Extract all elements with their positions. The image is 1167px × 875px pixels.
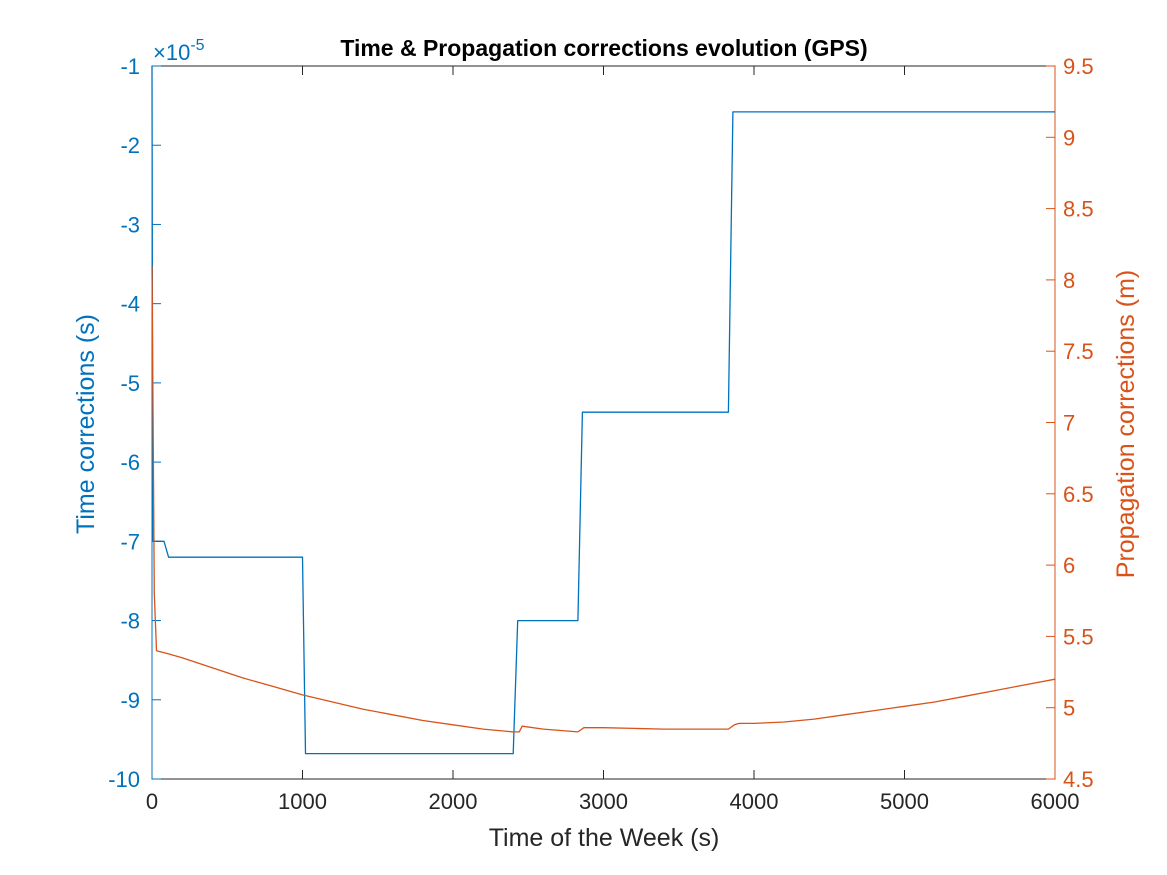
- x-tick-label: 6000: [1031, 789, 1080, 814]
- chart-title: Time & Propagation corrections evolution…: [340, 35, 867, 61]
- y-right-tick-label: 6.5: [1063, 482, 1094, 507]
- y-axis-right: 4.5 5 5.5 6 6.5 7 7.5 8 8.5 9 9.5: [1046, 54, 1094, 792]
- y-right-tick-label: 5.5: [1063, 624, 1094, 649]
- y-right-tick-label: 4.5: [1063, 767, 1094, 792]
- y-right-tick-label: 9: [1063, 125, 1075, 150]
- y-right-tick-label: 7: [1063, 411, 1075, 436]
- series-line-time-corrections: [151, 65, 1055, 755]
- x-axis: 0 1000 2000 3000 4000 5000 6000: [146, 66, 1080, 814]
- y-right-tick-label: 8: [1063, 268, 1075, 293]
- x-tick-label: 2000: [429, 789, 478, 814]
- y-axis-left-exponent: ×10-5: [153, 37, 205, 65]
- y-right-tick-label: 5: [1063, 696, 1075, 721]
- series-layer: [151, 65, 1056, 755]
- x-tick-label: 3000: [579, 789, 628, 814]
- y-axis-left-label: Time corrections (s): [72, 314, 100, 534]
- x-axis-label: Time of the Week (s): [489, 824, 720, 852]
- x-tick-label: 5000: [880, 789, 929, 814]
- y-right-tick-label: 8.5: [1063, 197, 1094, 222]
- y-left-tick-label: -6: [120, 450, 140, 475]
- y-right-tick-label: 6: [1063, 553, 1075, 578]
- y-axis-right-label: Propagation corrections (m): [1112, 270, 1140, 578]
- x-tick-label: 4000: [730, 789, 779, 814]
- x-tick-label: 0: [146, 789, 158, 814]
- y-left-tick-label: -3: [120, 212, 140, 237]
- y-left-tick-label: -2: [120, 133, 140, 158]
- y-left-tick-label: -8: [120, 609, 140, 634]
- x-tick-label: 1000: [278, 789, 327, 814]
- y-left-tick-label: -4: [120, 292, 140, 317]
- y-left-tick-label: -7: [120, 529, 140, 554]
- y-right-tick-label: 7.5: [1063, 339, 1094, 364]
- series-line-propagation-corrections: [151, 265, 1056, 733]
- y-left-tick-label: -9: [120, 688, 140, 713]
- y-left-tick-label: -1: [120, 54, 140, 79]
- y-left-tick-label: -10: [108, 767, 140, 792]
- y-right-tick-label: 9.5: [1063, 54, 1094, 79]
- y-axis-left: -10 -9 -8 -7 -6 -5 -4 -3 -2 -1: [108, 54, 161, 792]
- y-left-tick-label: -5: [120, 371, 140, 396]
